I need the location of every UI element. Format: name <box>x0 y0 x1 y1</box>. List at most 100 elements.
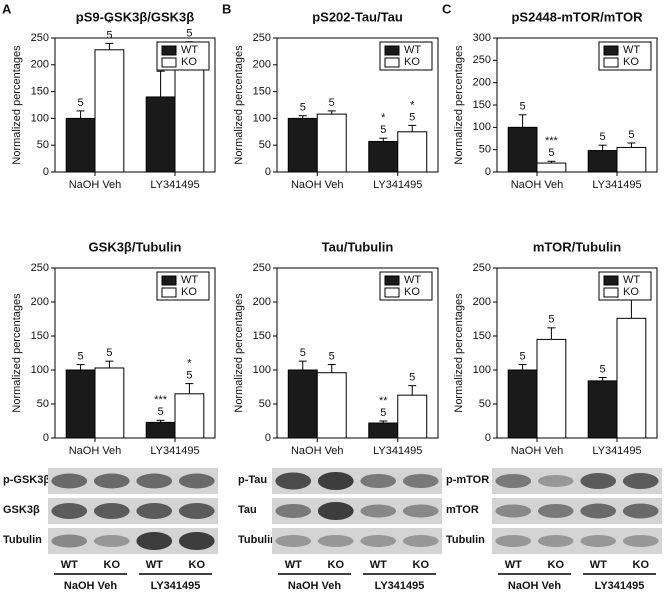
blot-band <box>317 472 354 490</box>
blot-row-label: Tubulin <box>3 534 42 546</box>
error-bar <box>76 110 85 119</box>
n-label: 5 <box>300 102 306 114</box>
y-axis-label: Normalized percentages <box>453 45 465 165</box>
lane-label: WT <box>505 559 522 571</box>
y-tick-label: 150 <box>253 86 271 98</box>
x-tick-label: NaOH Veh <box>291 445 344 457</box>
blot-band <box>580 535 617 547</box>
y-axis-label: Normalized percentages <box>233 45 245 165</box>
bar <box>616 317 647 439</box>
blot-band <box>178 532 215 550</box>
y-tick-label: 0 <box>265 432 271 444</box>
legend-label: WT <box>404 274 421 286</box>
lane-label: KO <box>633 559 650 571</box>
legend-swatch <box>603 275 619 286</box>
y-tick-label: 200 <box>253 296 271 308</box>
blot-band <box>136 473 173 489</box>
bar <box>65 369 96 439</box>
y-tick-label: 150 <box>473 99 491 111</box>
x-tick-label: LY341495 <box>592 445 641 457</box>
bar <box>507 369 538 439</box>
legend-label: KO <box>404 286 420 298</box>
group-label: LY341495 <box>375 580 425 592</box>
n-label: 5 <box>520 350 526 362</box>
blot-band <box>360 474 397 488</box>
y-tick-label: 200 <box>473 296 491 308</box>
x-tick-label: LY341495 <box>373 445 422 457</box>
n-label: 5 <box>106 29 112 41</box>
y-axis-label: Normalized percentages <box>11 293 23 413</box>
lane-label: WT <box>146 559 163 571</box>
y-tick-label: 100 <box>473 121 491 133</box>
y-tick-label: 100 <box>473 364 491 376</box>
bar <box>587 150 618 173</box>
group-label: NaOH Veh <box>508 580 561 592</box>
y-tick-label: 100 <box>31 364 49 376</box>
error-bar <box>298 115 307 119</box>
blot-band <box>622 503 659 519</box>
error-bar <box>518 114 527 128</box>
n-label: 5 <box>380 407 386 419</box>
x-tick-label: LY341495 <box>373 179 422 191</box>
blot-band <box>136 503 173 519</box>
n-label: 5 <box>548 314 554 326</box>
significance-label: * <box>410 99 415 111</box>
lane-label: KO <box>104 559 121 571</box>
chart-title: pS9-GSK3β/GSK3β <box>76 9 195 24</box>
y-tick-label: 100 <box>31 112 49 124</box>
n-label: 5 <box>186 370 192 382</box>
y-tick-label: 250 <box>253 262 271 274</box>
legend-label: KO <box>623 286 639 298</box>
legend-swatch <box>603 287 619 298</box>
legend-label: KO <box>623 56 639 68</box>
blot-row-label: p-Tau <box>238 474 267 486</box>
chart-title: pS2448-mTOR/mTOR <box>511 9 643 24</box>
x-tick-label: NaOH Veh <box>511 179 564 191</box>
blot-band <box>495 504 532 518</box>
y-tick-label: 50 <box>479 398 491 410</box>
bar <box>174 393 205 439</box>
error-bar <box>76 364 85 370</box>
bar <box>536 338 567 439</box>
error-bar <box>598 144 607 151</box>
bar <box>94 49 125 173</box>
blot-band <box>51 473 88 489</box>
x-tick-label: NaOH Veh <box>69 179 122 191</box>
blot-band <box>275 472 312 490</box>
lane-label: WT <box>61 559 78 571</box>
error-bar <box>327 110 336 115</box>
y-tick-label: 100 <box>253 112 271 124</box>
error-bar <box>408 124 417 132</box>
error-bar <box>379 137 388 142</box>
n-label: 5 <box>158 406 164 418</box>
bar <box>65 117 96 173</box>
bar <box>94 367 125 439</box>
legend-swatch <box>384 45 400 56</box>
blot-band <box>178 473 215 489</box>
y-tick-label: 50 <box>479 144 491 156</box>
blot-band <box>136 532 173 550</box>
blot-band <box>537 504 574 518</box>
bar <box>616 146 647 173</box>
n-label: 5 <box>380 124 386 136</box>
y-tick-label: 50 <box>259 139 271 151</box>
lane-label: WT <box>590 559 607 571</box>
n-label: 5 <box>600 131 606 143</box>
blot-band <box>580 473 617 489</box>
error-bar <box>156 419 165 423</box>
y-tick-label: 0 <box>43 166 49 178</box>
chart-title: Tau/Tubulin <box>322 239 394 254</box>
y-axis-label: Normalized percentages <box>11 45 23 165</box>
error-bar <box>327 364 336 373</box>
n-label: 5 <box>329 350 335 362</box>
group-label: NaOH Veh <box>288 580 341 592</box>
blot-strip <box>272 528 442 554</box>
legend-swatch <box>603 45 619 56</box>
n-label: 5 <box>520 101 526 113</box>
n-label: 5 <box>329 97 335 109</box>
legend-label: WT <box>404 44 421 56</box>
blot-band <box>402 535 439 547</box>
y-tick-label: 50 <box>37 139 49 151</box>
blot-band <box>537 475 574 487</box>
